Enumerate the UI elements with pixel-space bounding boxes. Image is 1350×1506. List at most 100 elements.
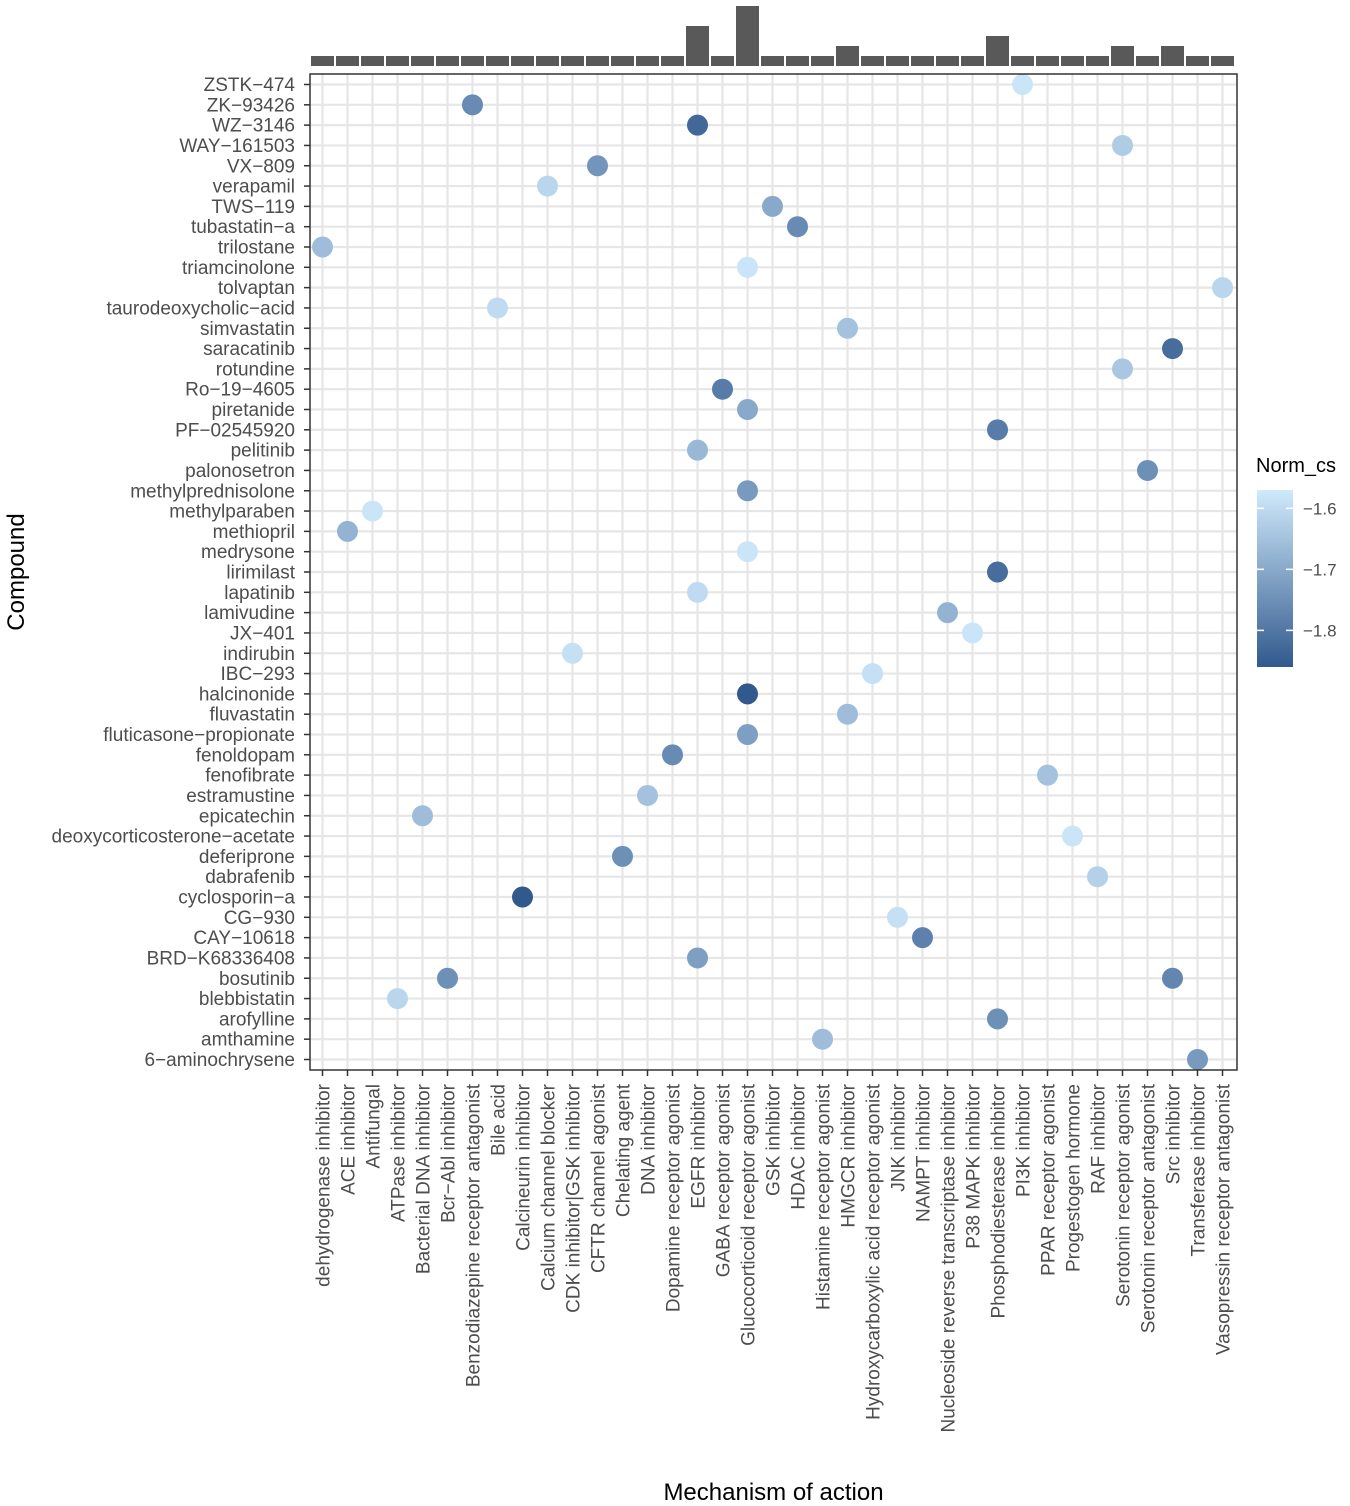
x-tick-label: ACE inhibitor xyxy=(339,1083,360,1195)
x-tick-label: Glucocorticoid receptor agonist xyxy=(739,1083,760,1346)
count-bar xyxy=(1036,56,1059,66)
x-tick-label: HMGCR inhibitor xyxy=(839,1083,860,1227)
y-tick-label: triamcinolone xyxy=(182,258,295,279)
data-point xyxy=(762,195,783,217)
count-bar xyxy=(986,36,1009,66)
count-bar xyxy=(561,56,584,66)
data-point xyxy=(312,236,333,258)
x-tick-label: DNA inhibitor xyxy=(639,1083,660,1195)
data-point xyxy=(737,399,758,420)
data-point xyxy=(1162,967,1183,989)
legend-ticks: −1.6 −1.7 −1.8 xyxy=(1257,499,1337,640)
x-tick-label: Progestogen hormone xyxy=(1064,1084,1085,1272)
x-tick-label: PPAR receptor agonist xyxy=(1039,1083,1060,1276)
y-tick-label: pelitinib xyxy=(231,441,295,462)
data-point xyxy=(1112,134,1133,156)
data-point xyxy=(587,155,608,177)
x-tick-label: Dopamine receptor agonist xyxy=(664,1083,685,1312)
y-tick-label: fluvastatin xyxy=(209,705,295,726)
y-tick-label: deferiprone xyxy=(199,847,295,868)
gridlines xyxy=(310,74,1237,1070)
count-bar xyxy=(636,56,659,66)
y-tick-label: VX−809 xyxy=(227,156,295,177)
x-axis-title: Mechanism of action xyxy=(663,1479,883,1506)
y-tick-label: fluticasone−propionate xyxy=(103,725,295,746)
x-axis: dehydrogenase inhibitor ACE inhibitor Anti… xyxy=(314,1070,1235,1433)
count-bar xyxy=(811,56,834,66)
data-point xyxy=(1112,358,1133,380)
data-point xyxy=(987,1008,1008,1030)
count-bar xyxy=(411,56,434,66)
count-bar xyxy=(1136,56,1159,66)
x-tick-label: GSK inhibitor xyxy=(764,1083,785,1196)
data-point xyxy=(737,480,758,502)
x-tick-label: Chelating agent xyxy=(614,1083,635,1217)
y-tick-label: WAY−161503 xyxy=(179,136,295,157)
data-point xyxy=(837,317,858,339)
y-tick-label: simvastatin xyxy=(200,319,295,340)
data-points xyxy=(312,74,1233,1070)
legend-tick-label: −1.6 xyxy=(1303,499,1337,518)
x-tick-label: JNK inhibitor xyxy=(889,1083,910,1191)
count-bar xyxy=(311,56,334,66)
data-point xyxy=(1087,866,1108,888)
data-point xyxy=(1012,74,1033,95)
y-tick-label: amthamine xyxy=(201,1030,295,1051)
y-tick-label: halcinonide xyxy=(199,684,295,705)
y-tick-label: epicatechin xyxy=(199,806,295,827)
y-tick-label: BRD−K68336408 xyxy=(147,948,295,969)
y-tick-label: WZ−3146 xyxy=(212,116,295,137)
y-tick-label: arofylline xyxy=(219,1009,295,1030)
x-tick-label: Phosphodiesterase inhibitor xyxy=(989,1083,1010,1318)
y-tick-label: methylparaben xyxy=(169,502,295,523)
count-bar xyxy=(1161,46,1184,66)
count-bar xyxy=(1211,56,1234,66)
y-axis-title: Compound xyxy=(3,513,30,630)
legend-colorbar xyxy=(1257,490,1293,667)
data-point xyxy=(562,642,583,664)
count-bar xyxy=(611,56,634,66)
x-tick-label: Antifungal xyxy=(364,1084,385,1169)
y-tick-label: CAY−10618 xyxy=(193,928,295,949)
count-bar xyxy=(961,56,984,66)
legend-title: Norm_cs xyxy=(1256,455,1336,477)
count-bar xyxy=(836,46,859,66)
legend-tick-label: −1.8 xyxy=(1303,621,1337,640)
x-tick-label: ATPase inhibitor xyxy=(389,1083,410,1222)
y-tick-label: cyclosporin−a xyxy=(178,888,295,909)
y-tick-label: deoxycorticosterone−acetate xyxy=(52,827,295,848)
y-tick-label: tubastatin−a xyxy=(191,217,295,238)
data-point xyxy=(812,1028,833,1050)
x-tick-label: CDK inhibitor|GSK inhibitor xyxy=(564,1083,585,1312)
count-bar xyxy=(361,56,384,66)
x-tick-label: PI3K inhibitor xyxy=(1014,1083,1035,1197)
count-bar xyxy=(661,56,684,66)
count-bar xyxy=(936,56,959,66)
y-tick-label: ZSTK−474 xyxy=(204,75,296,96)
y-tick-label: fenofibrate xyxy=(205,766,295,787)
y-tick-label: lapatinib xyxy=(224,583,295,604)
y-tick-label: taurodeoxycholic−acid xyxy=(106,298,295,319)
count-bar xyxy=(886,56,909,66)
data-point xyxy=(962,622,983,644)
count-bar xyxy=(686,26,709,66)
mechanism-count-bars xyxy=(311,6,1234,66)
x-tick-label: Vasopressin receptor antagonist xyxy=(1214,1083,1235,1355)
count-bar xyxy=(386,56,409,66)
count-bar xyxy=(1186,56,1209,66)
y-tick-label: Ro−19−4605 xyxy=(185,380,295,401)
data-point xyxy=(687,581,708,603)
x-tick-label: Src inhibitor xyxy=(1164,1083,1185,1184)
y-tick-label: bosutinib xyxy=(219,969,295,990)
x-tick-label: GABA receptor agonist xyxy=(714,1083,735,1277)
y-tick-label: CG−930 xyxy=(224,908,295,929)
data-point xyxy=(787,216,808,238)
data-point xyxy=(512,886,533,908)
data-point xyxy=(887,906,908,928)
count-bar xyxy=(1111,46,1134,66)
count-bar xyxy=(586,56,609,66)
y-tick-label: blebbistatin xyxy=(199,989,295,1010)
data-point xyxy=(837,703,858,725)
x-tick-label: Bcr−Abl inhibitor xyxy=(439,1083,460,1223)
